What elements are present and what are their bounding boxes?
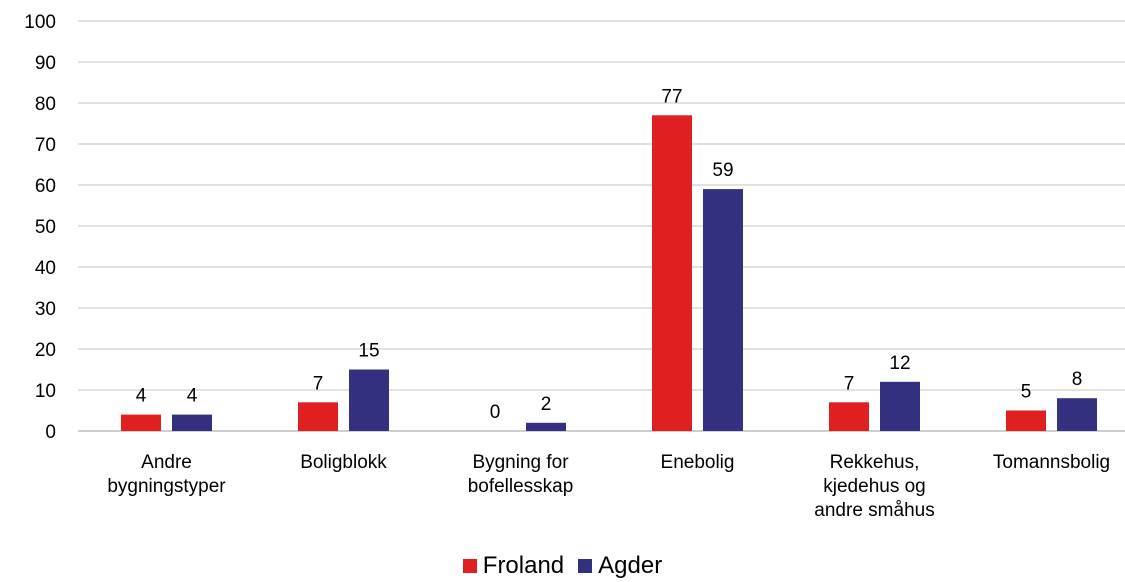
- y-tick-label: 20: [35, 340, 56, 361]
- y-tick-label: 40: [35, 258, 56, 279]
- x-axis-labels: Andre bygningstyper Boligblokk Bygning for b…: [107, 452, 1110, 521]
- x-category-label: Andre: [141, 452, 192, 473]
- bar-froland: [1006, 410, 1046, 431]
- data-label: 7: [844, 373, 855, 394]
- y-tick-label: 10: [35, 381, 56, 402]
- legend-item-agder: Agder: [578, 552, 662, 580]
- data-label: 59: [712, 160, 733, 181]
- x-category-label: bygningstyper: [107, 476, 226, 497]
- bar-agder: [526, 422, 566, 431]
- bar-agder: [880, 381, 920, 431]
- x-category-label: Tomannsbolig: [993, 452, 1110, 473]
- data-label: 4: [187, 386, 198, 407]
- x-category-label: Boligblokk: [300, 452, 387, 473]
- gridlines: [78, 20, 1125, 432]
- legend: Froland Agder: [0, 552, 1125, 580]
- bar-agder: [349, 369, 389, 431]
- x-category-label: andre småhus: [814, 500, 934, 521]
- legend-label-froland: Froland: [482, 552, 565, 579]
- bar-agder: [1057, 398, 1097, 431]
- data-label: 5: [1021, 382, 1032, 403]
- data-label: 12: [889, 353, 910, 374]
- bar-froland: [298, 402, 338, 431]
- data-label: 77: [661, 86, 682, 107]
- x-category-label: Bygning for: [472, 452, 569, 473]
- y-tick-label: 100: [24, 12, 56, 33]
- data-label: 7: [313, 373, 324, 394]
- y-tick-label: 0: [45, 422, 56, 443]
- data-label: 4: [136, 386, 147, 407]
- x-category-label: bofellesskap: [468, 476, 574, 497]
- y-tick-label: 60: [35, 176, 56, 197]
- data-label: 2: [541, 394, 552, 415]
- y-tick-label: 70: [35, 135, 56, 156]
- data-label: 15: [358, 341, 379, 362]
- x-category-label: Rekkehus,: [830, 452, 920, 473]
- x-category-label: kjedehus og: [823, 476, 925, 497]
- bar-froland: [829, 402, 869, 431]
- data-label: 0: [490, 402, 501, 423]
- bars: [121, 115, 1097, 432]
- x-category-label: Enebolig: [661, 452, 735, 473]
- y-tick-label: 90: [35, 53, 56, 74]
- legend-label-agder: Agder: [598, 552, 663, 579]
- legend-swatch-agder: [578, 559, 593, 573]
- y-tick-label: 80: [35, 94, 56, 115]
- y-axis-ticks: 0 10 20 30 40 50 60 70 80 90 100: [24, 12, 56, 443]
- bar-froland: [121, 414, 161, 431]
- legend-item-froland: Froland: [462, 552, 565, 580]
- bar-agder: [703, 189, 743, 431]
- data-label: 8: [1072, 369, 1083, 390]
- data-labels: 4 4 7 15 0 2 77 59 7 12 5 8: [136, 86, 1083, 423]
- legend-swatch-froland: [462, 559, 477, 573]
- y-tick-label: 30: [35, 299, 56, 320]
- bar-agder: [172, 414, 212, 431]
- bar-froland: [652, 115, 692, 432]
- y-tick-label: 50: [35, 217, 56, 238]
